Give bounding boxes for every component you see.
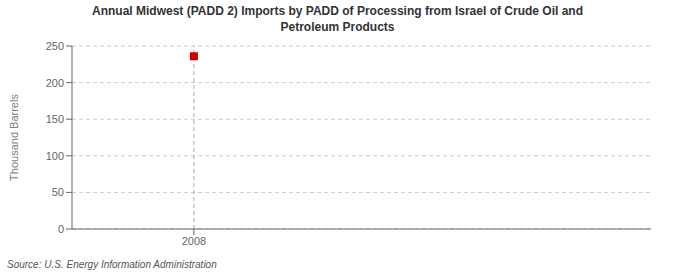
svg-text:2008: 2008 <box>182 235 206 247</box>
svg-text:Thousand Barrels: Thousand Barrels <box>8 94 20 181</box>
svg-text:200: 200 <box>46 77 64 89</box>
svg-text:0: 0 <box>58 223 64 235</box>
svg-text:150: 150 <box>46 113 64 125</box>
svg-text:50: 50 <box>52 186 64 198</box>
svg-text:250: 250 <box>46 40 64 52</box>
html-text:Source: U.S. Energy Informatio: Source: U.S. Energy Information Administ… <box>7 259 217 270</box>
svg-text:100: 100 <box>46 150 64 162</box>
html-text:Annual Midwest (PADD 2) Import: Annual Midwest (PADD 2) Imports by PADD … <box>92 4 583 34</box>
